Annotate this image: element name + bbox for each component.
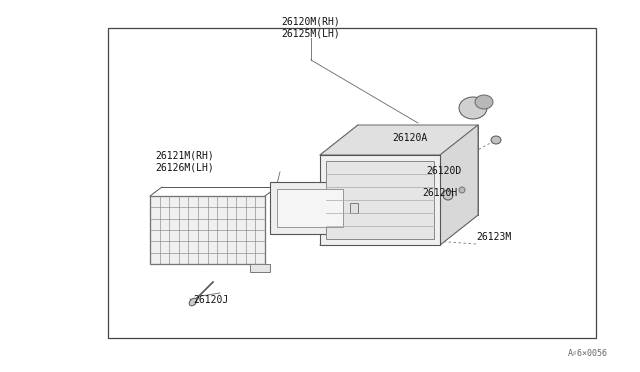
- Bar: [320, 155, 440, 245]
- Bar: [350, 203, 358, 213]
- Text: A♯6×0056: A♯6×0056: [568, 349, 608, 358]
- Text: 26120D: 26120D: [426, 166, 461, 176]
- Bar: [108, 28, 596, 338]
- Text: 26120M(RH)
26125M(LH): 26120M(RH) 26125M(LH): [282, 16, 340, 38]
- Text: 26121M(RH)
26126M(LH): 26121M(RH) 26126M(LH): [155, 150, 214, 172]
- Bar: [150, 196, 265, 264]
- Polygon shape: [440, 125, 478, 245]
- Circle shape: [459, 187, 465, 193]
- Polygon shape: [320, 125, 478, 155]
- Text: 26120J: 26120J: [193, 295, 228, 305]
- Text: 26120A: 26120A: [392, 133, 428, 143]
- Bar: [270, 182, 350, 234]
- Text: 26123M: 26123M: [476, 232, 511, 242]
- Text: 26120H: 26120H: [422, 188, 457, 198]
- Bar: [277, 189, 343, 227]
- Bar: [358, 125, 478, 215]
- Ellipse shape: [475, 95, 493, 109]
- Ellipse shape: [459, 97, 487, 119]
- Ellipse shape: [491, 136, 501, 144]
- Ellipse shape: [189, 298, 197, 306]
- Bar: [326, 161, 434, 239]
- Bar: [250, 264, 270, 272]
- Circle shape: [443, 190, 453, 200]
